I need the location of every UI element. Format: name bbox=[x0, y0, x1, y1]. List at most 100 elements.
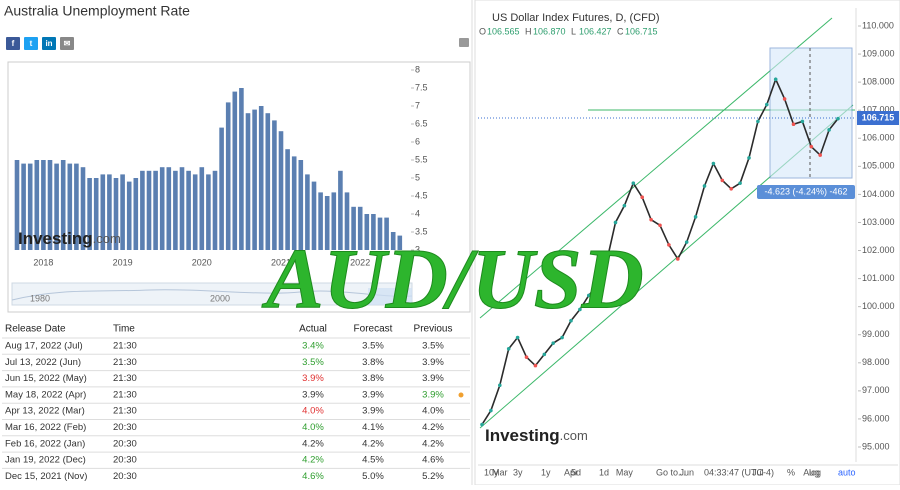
watermark: Investing.com bbox=[18, 229, 121, 248]
toolbar-button[interactable]: 10y bbox=[484, 467, 499, 477]
chart-title: US Dollar Index Futures, D, (CFD) bbox=[492, 12, 659, 24]
price-point bbox=[711, 161, 716, 166]
price-point bbox=[702, 184, 707, 188]
price-point bbox=[827, 128, 831, 132]
y-tick-label: 96.000 bbox=[862, 413, 890, 423]
y-tick-label: 102.000 bbox=[862, 245, 895, 255]
y-tick-label: 5.5 bbox=[415, 154, 428, 164]
watermark: Investing.com bbox=[485, 426, 588, 445]
toolbar-button[interactable]: 1d bbox=[599, 467, 609, 477]
price-point bbox=[515, 335, 520, 340]
y-tick-label: 98.000 bbox=[862, 357, 890, 367]
price-point bbox=[756, 119, 760, 124]
x-tick-label: Jun bbox=[679, 467, 694, 477]
bar bbox=[166, 167, 172, 250]
price-point bbox=[489, 408, 493, 413]
table-cell: 4.1% bbox=[362, 422, 384, 433]
price-point bbox=[720, 178, 725, 183]
share-button[interactable] bbox=[24, 37, 38, 50]
y-tick-label: 6.5 bbox=[415, 118, 428, 128]
bar bbox=[34, 160, 40, 250]
y-tick-label: 103.000 bbox=[862, 217, 895, 227]
bar bbox=[146, 170, 152, 250]
bar bbox=[93, 178, 99, 250]
y-tick-label: 100.000 bbox=[862, 301, 895, 311]
toolbar-button[interactable]: 1y bbox=[541, 467, 551, 477]
table-cell: 4.0% bbox=[422, 406, 444, 417]
page-title: Australia Unemployment Rate bbox=[4, 3, 190, 19]
price-point bbox=[765, 102, 769, 107]
share-button[interactable] bbox=[42, 37, 56, 50]
bar bbox=[305, 174, 310, 250]
table-cell: 3.9% bbox=[362, 406, 384, 417]
toolbar-button[interactable]: auto bbox=[838, 467, 856, 477]
bar bbox=[120, 174, 125, 250]
measure-box bbox=[769, 47, 853, 179]
bar bbox=[27, 163, 33, 250]
bar bbox=[206, 174, 211, 250]
toolbar-button[interactable]: 5d bbox=[571, 467, 581, 477]
bar bbox=[291, 156, 297, 250]
bar bbox=[272, 120, 277, 251]
table-cell: 4.0% bbox=[302, 406, 324, 417]
table-cell: 21:30 bbox=[113, 373, 137, 384]
table-cell: 4.2% bbox=[422, 422, 444, 433]
x-tick-label: Apr bbox=[564, 467, 578, 477]
bar bbox=[397, 235, 403, 250]
table-header: Actual bbox=[299, 324, 327, 335]
price-point bbox=[836, 116, 840, 121]
bar bbox=[390, 232, 396, 250]
bar bbox=[113, 178, 119, 250]
bar bbox=[100, 174, 106, 250]
bar bbox=[14, 160, 20, 250]
price-point bbox=[791, 122, 796, 127]
price-point bbox=[569, 318, 573, 323]
watermark-suffix: .com bbox=[93, 231, 121, 246]
x-tick-label: 2019 bbox=[113, 257, 133, 267]
print-icon[interactable] bbox=[459, 38, 469, 47]
ohlc-label: L bbox=[571, 26, 576, 36]
price-point bbox=[773, 77, 778, 82]
y-tick-label: 108.000 bbox=[862, 77, 895, 87]
price-label-box bbox=[857, 111, 899, 125]
table-cell: 21:30 bbox=[113, 341, 137, 352]
bar bbox=[377, 217, 383, 250]
x-tick-label: Jul bbox=[752, 467, 764, 477]
bar bbox=[107, 174, 112, 250]
share-icon: in bbox=[45, 39, 52, 48]
ohlc-value: 106.870 bbox=[533, 26, 566, 36]
table-cell: 3.8% bbox=[362, 373, 384, 384]
price-point bbox=[729, 186, 733, 191]
share-button[interactable] bbox=[6, 37, 20, 50]
price-point bbox=[604, 259, 609, 264]
table-header: Time bbox=[113, 324, 135, 335]
bar bbox=[219, 127, 224, 250]
table-cell: Jan 19, 2022 (Dec) bbox=[5, 455, 86, 466]
ohlc-label: H bbox=[525, 26, 532, 36]
bar bbox=[21, 163, 26, 250]
toolbar-button[interactable]: 3y bbox=[513, 467, 523, 477]
price-point bbox=[578, 307, 582, 312]
table-cell: 3.9% bbox=[302, 389, 324, 400]
price-point bbox=[524, 355, 529, 359]
price-point bbox=[595, 282, 600, 287]
table-cell: 3.4% bbox=[302, 341, 324, 352]
toolbar-button[interactable]: % bbox=[787, 467, 795, 477]
bar bbox=[252, 109, 257, 250]
price-point bbox=[667, 243, 671, 247]
chart-frame bbox=[7, 61, 471, 313]
bar bbox=[232, 91, 238, 250]
toolbar-button[interactable]: Go to... bbox=[656, 467, 686, 477]
bar bbox=[351, 206, 356, 250]
table-cell: 3.9% bbox=[422, 357, 444, 368]
table-cell: Mar 16, 2022 (Feb) bbox=[5, 422, 86, 433]
bar bbox=[67, 163, 73, 250]
x-tick-label: 2020 bbox=[192, 257, 212, 267]
share-button[interactable] bbox=[60, 37, 74, 50]
bar bbox=[212, 170, 218, 250]
toolbar-button[interactable]: 04:33:47 (UTC-4) bbox=[704, 467, 774, 477]
bar bbox=[41, 160, 46, 250]
y-tick-label: 99.000 bbox=[862, 329, 890, 339]
table-cell: 20:30 bbox=[113, 455, 137, 466]
toolbar-button[interactable]: log bbox=[809, 467, 821, 477]
